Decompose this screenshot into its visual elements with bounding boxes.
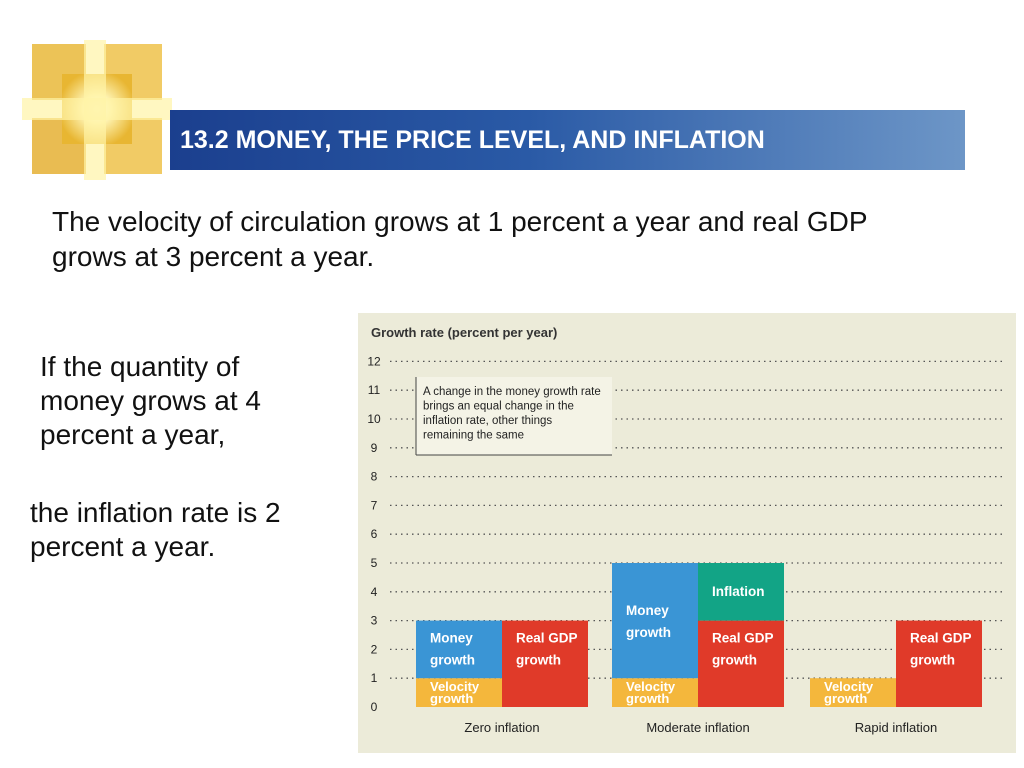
segment-label-line: growth	[626, 625, 671, 640]
segment-label-velocity-growth: Velocity growth	[824, 679, 874, 706]
y-tick-label: 0	[371, 700, 378, 714]
segment-label-line: growth	[430, 691, 473, 706]
segment-label-real-gdp-growth: Real GDP growth	[712, 631, 774, 668]
segment-label-line: Velocity	[430, 679, 480, 694]
bar-velocity-growth	[810, 678, 896, 707]
annotation-line: remaining the same	[423, 430, 524, 442]
segment-label-velocity-growth: Velocity growth	[626, 679, 676, 706]
segment-label-money-growth: Money growth	[430, 631, 475, 668]
y-tick-label: 2	[371, 642, 378, 656]
segment-label-line: Money	[626, 603, 669, 618]
logo-icon	[22, 40, 172, 180]
segment-label-line: Inflation	[712, 584, 765, 599]
x-category-label: Moderate inflation	[646, 720, 749, 735]
x-category-label: Rapid inflation	[855, 720, 937, 735]
bar-real-gdp-growth	[502, 620, 588, 707]
title-bar: 13.2 MONEY, THE PRICE LEVEL, AND INFLATI…	[170, 110, 965, 170]
y-axis-label: Growth rate (percent per year)	[371, 325, 557, 340]
y-tick-label: 11	[368, 383, 381, 397]
segment-label-real-gdp-growth: Real GDP growth	[516, 631, 578, 668]
intro-text: The velocity of circulation grows at 1 p…	[52, 206, 867, 272]
y-tick-label: 10	[367, 412, 381, 426]
y-tick-label: 4	[371, 585, 378, 599]
segment-label-line: growth	[910, 653, 955, 668]
annotation-line: inflation rate, other things	[423, 415, 552, 427]
segment-label-line: growth	[516, 653, 561, 668]
bar-real-gdp-growth	[896, 620, 982, 707]
bar-velocity-growth	[416, 678, 502, 707]
segment-label-velocity-growth: Velocity growth	[430, 679, 480, 706]
bar-money-growth	[416, 620, 502, 679]
segment-label-line: growth	[824, 691, 867, 706]
segment-label-line: growth	[712, 653, 757, 668]
y-tick-label: 3	[371, 614, 378, 628]
y-tick-label: 5	[371, 556, 378, 570]
bar-money-growth	[612, 563, 698, 679]
inflation-statement: the inflation rate is 2 percent a year.	[30, 497, 281, 562]
y-tick-label: 9	[371, 441, 378, 455]
bar-inflation	[698, 563, 784, 621]
segment-label-line: Real GDP	[712, 631, 774, 646]
money-growth-statement: If the quantity of money grows at 4 perc…	[40, 351, 261, 450]
segment-label-line: Velocity	[626, 679, 676, 694]
slide-title: 13.2 MONEY, THE PRICE LEVEL, AND INFLATI…	[180, 126, 765, 154]
segment-label-inflation: Inflation	[712, 584, 765, 599]
annotation-line: brings an equal change in the	[423, 401, 574, 413]
growth-rate-chart: Growth rate (percent per year)0123456789…	[358, 313, 1016, 753]
y-tick-label: 8	[371, 470, 378, 484]
annotation-box	[416, 377, 612, 455]
segment-label-line: growth	[626, 691, 669, 706]
y-tick-label: 7	[371, 498, 378, 512]
segment-label-line: Velocity	[824, 679, 874, 694]
segment-label-line: growth	[430, 653, 475, 668]
y-tick-label: 12	[367, 354, 381, 368]
segment-label-line: Money	[430, 631, 473, 646]
x-category-label: Zero inflation	[464, 720, 539, 735]
bar-real-gdp-growth	[698, 620, 784, 707]
y-tick-label: 6	[371, 527, 378, 541]
y-tick-label: 1	[371, 671, 378, 685]
segment-label-real-gdp-growth: Real GDP growth	[910, 631, 972, 668]
bar-velocity-growth	[612, 678, 698, 707]
annotation-line: A change in the money growth rate	[423, 386, 601, 398]
segment-label-money-growth: Money growth	[626, 603, 671, 640]
annotation-text: A change in the money growth rate brings …	[423, 386, 601, 442]
segment-label-line: Real GDP	[910, 631, 972, 646]
segment-label-line: Real GDP	[516, 631, 578, 646]
